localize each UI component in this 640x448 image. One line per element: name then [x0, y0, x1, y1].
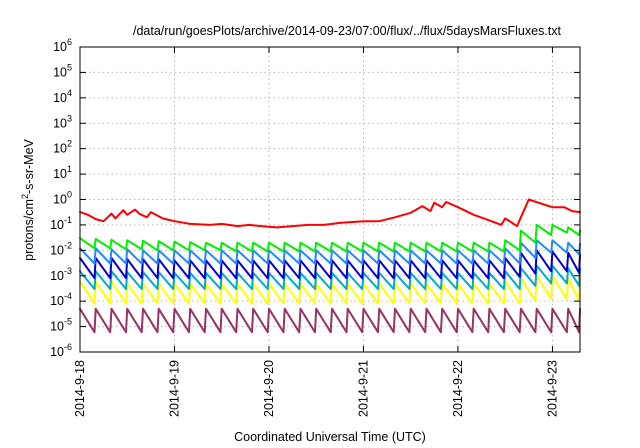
- x-tick-label: 2014-9-22: [451, 360, 465, 417]
- y-axis: 10-6 10-5 10-4 10-3 10-2 10-1 100 101 102 103 104 1…: [50, 37, 580, 359]
- y-tick-label: 101: [53, 164, 72, 181]
- series-line: [79, 307, 581, 334]
- x-axis: 2014-9-18 2014-9-19 2014-9-20 2014-9-21 2014…: [73, 47, 559, 417]
- y-tick-label: 10-1: [50, 215, 72, 232]
- chart-title: /data/run/goesPlots/archive/2014-09-23/0…: [133, 24, 562, 38]
- series-line: [79, 198, 581, 229]
- y-tick-label: 105: [53, 62, 72, 79]
- y-tick-label: 10-4: [50, 291, 72, 308]
- y-tick-label: 10-6: [50, 342, 72, 359]
- y-axis-label: protons/cm2-s-sr-MeV: [20, 138, 36, 260]
- y-tick-label: 104: [53, 88, 72, 105]
- x-tick-label: 2014-9-21: [356, 360, 370, 417]
- y-tick-label: 100: [53, 190, 72, 207]
- x-tick-label: 2014-9-20: [262, 360, 276, 417]
- y-tick-label: 10-5: [50, 317, 72, 334]
- y-tick-label: 10-3: [50, 266, 72, 283]
- x-tick-label: 2014-9-19: [167, 360, 181, 417]
- series-line: [79, 239, 581, 265]
- plot-area: [79, 198, 581, 334]
- y-tick-label: 106: [53, 37, 72, 54]
- y-tick-label: 10-2: [50, 240, 72, 257]
- y-tick-label: 102: [53, 139, 72, 156]
- x-axis-label: Coordinated Universal Time (UTC): [234, 430, 426, 444]
- series-line: [79, 223, 581, 253]
- x-tick-label: 2014-9-23: [545, 360, 559, 417]
- x-tick-label: 2014-9-18: [73, 360, 87, 417]
- y-tick-label: 103: [53, 113, 72, 130]
